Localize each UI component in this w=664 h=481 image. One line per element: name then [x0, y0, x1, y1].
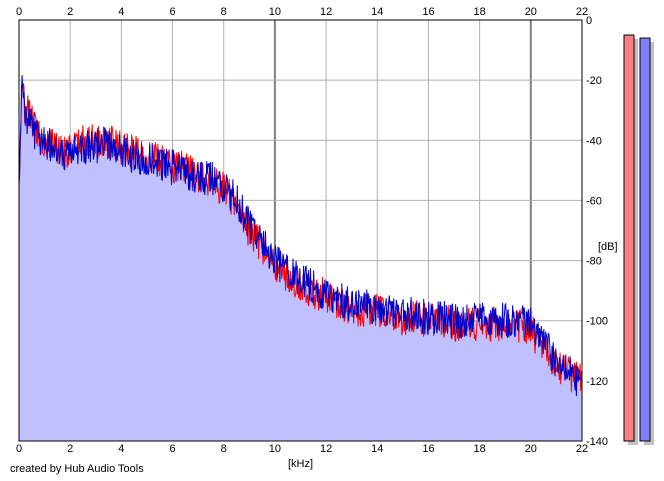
- x-tick-label-top: 22: [576, 6, 588, 18]
- x-tick-label-bottom: 22: [576, 443, 588, 455]
- level-meter-0: [623, 34, 635, 442]
- x-tick-label-top: 6: [169, 6, 175, 18]
- series-line-0: [18, 83, 583, 393]
- x-tick-label-bottom: 6: [169, 443, 175, 455]
- x-tick-label-top: 20: [525, 6, 537, 18]
- x-tick-label-top: 16: [422, 6, 434, 18]
- spectrum-series: [18, 75, 583, 397]
- y-tick-label: -140: [586, 436, 608, 448]
- plot-frame: [18, 19, 583, 442]
- x-tick-label-bottom: 14: [371, 443, 383, 455]
- x-tick-label-bottom: 4: [118, 443, 124, 455]
- y-tick-label: -120: [586, 376, 608, 388]
- y-tick-label: -80: [586, 256, 602, 268]
- x-tick-label-bottom: 12: [320, 443, 332, 455]
- x-tick-label-bottom: 18: [474, 443, 486, 455]
- x-axis-bottom: 0 2 4 6 8 10 12 14 16 18 20 22: [16, 443, 588, 455]
- y-axis-label: [dB]: [598, 241, 618, 253]
- x-tick-label-bottom: 0: [16, 443, 22, 455]
- x-tick-label-top: 2: [67, 6, 73, 18]
- series-line-1: [18, 75, 582, 397]
- x-tick-label-bottom: 10: [269, 443, 281, 455]
- y-tick-label: -20: [586, 75, 602, 87]
- x-tick-label-bottom: 2: [67, 443, 73, 455]
- x-tick-label-top: 4: [118, 6, 124, 18]
- y-axis-right: 0 -20 -40 -60 -80 -100 -120 -140: [586, 15, 608, 448]
- x-tick-label-top: 8: [221, 6, 227, 18]
- x-tick-label-top: 18: [474, 6, 486, 18]
- x-axis-label: [kHz]: [288, 458, 313, 470]
- y-tick-label: -100: [586, 316, 608, 328]
- y-tick-label: -60: [586, 195, 602, 207]
- x-tick-label-bottom: 8: [221, 443, 227, 455]
- level-meters: [623, 34, 654, 446]
- x-tick-label-top: 0: [16, 6, 22, 18]
- footer-credit: created by Hub Audio Tools: [10, 463, 144, 475]
- x-tick-label-top: 10: [269, 6, 281, 18]
- plot-border: [18, 19, 583, 442]
- x-axis-top: 0 2 4 6 8 10 12 14 16 18 20 22: [16, 6, 588, 18]
- y-tick-label: 0: [586, 15, 592, 27]
- x-tick-label-bottom: 20: [525, 443, 537, 455]
- x-tick-label-top: 12: [320, 6, 332, 18]
- x-tick-label-top: 14: [371, 6, 383, 18]
- x-tick-label-bottom: 16: [422, 443, 434, 455]
- y-tick-label: -40: [586, 135, 602, 147]
- level-meter-1: [639, 37, 651, 442]
